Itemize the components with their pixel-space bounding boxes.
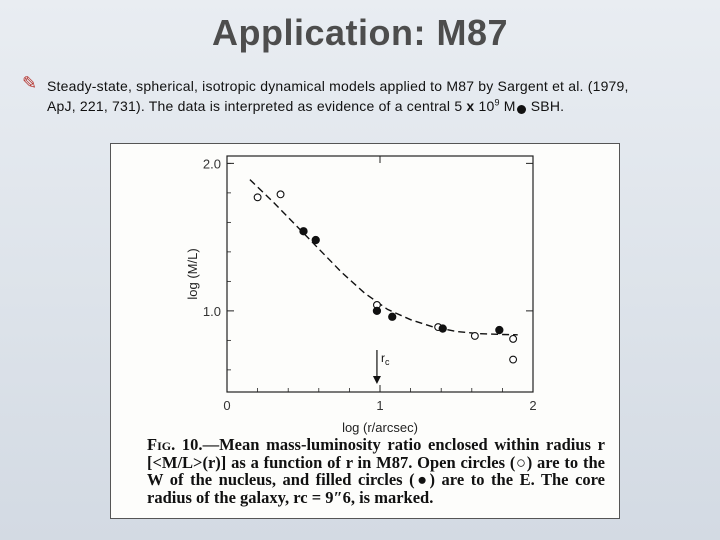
core-radius-label: rc: [381, 351, 390, 367]
chart-axes: 0 1 2 1.0 2.0: [203, 155, 537, 413]
mass-unit: M: [503, 98, 516, 114]
x-tick-label: 0: [223, 398, 230, 413]
x-tick-label: 2: [529, 398, 536, 413]
filled-circle-point: [388, 312, 397, 321]
bullet-text: Steady-state, spherical, isotropic dynam…: [47, 76, 707, 116]
y-tick-label: 2.0: [203, 156, 221, 171]
mass-luminosity-chart: 0 1 2 1.0 2.0 log (r/arcsec) log (M/L) rc: [185, 155, 537, 435]
filled-circle-point: [299, 227, 308, 236]
sun-symbol-icon: [516, 105, 526, 114]
slide-title: Application: M87: [211, 12, 509, 53]
open-circle-point: [470, 332, 479, 340]
model-curve: [249, 179, 518, 336]
model-curve-layer: [249, 179, 518, 336]
bullet-line-2: ApJ, 221, 731). The data is interpreted …: [47, 98, 467, 114]
chart-labels: log (r/arcsec) log (M/L) rc: [185, 248, 418, 435]
x-tick-label: 1: [376, 398, 383, 413]
x-axis-label: log (r/arcsec): [342, 420, 418, 435]
mass-exponent: 9: [494, 97, 500, 108]
core-radius-arrowhead: [372, 376, 381, 384]
bullet-line-1: Steady-state, spherical, isotropic dynam…: [47, 78, 629, 94]
open-circle-point: [253, 193, 262, 202]
open-circle-point: [509, 355, 518, 364]
times-sign: x: [466, 98, 475, 114]
mass-number: 10: [478, 98, 495, 114]
filled-circle-point: [372, 306, 382, 316]
figure-panel: 0 1 2 1.0 2.0 log (r/arcsec) log (M/L) rc Fig.…: [110, 143, 620, 519]
open-circle-point: [509, 334, 518, 343]
data-points-layer: [253, 190, 518, 364]
filled-circle-point: [495, 325, 504, 335]
core-radius-subscript: c: [385, 357, 390, 367]
caption-text: —Mean mass-luminosity ratio enclosed wit…: [147, 435, 605, 507]
y-axis-label: log (M/L): [185, 248, 200, 299]
pen-bullet-icon: ✎: [22, 73, 38, 93]
figure-caption: Fig. 10.—Mean mass-luminosity ratio encl…: [147, 436, 605, 506]
caption-prefix: Fig. 10.: [147, 435, 203, 454]
filled-circle-point: [438, 324, 447, 333]
filled-circle-point: [311, 235, 320, 245]
bullet-tail: SBH.: [530, 98, 565, 114]
open-circle-point: [276, 190, 285, 199]
y-tick-label: 1.0: [203, 304, 221, 319]
